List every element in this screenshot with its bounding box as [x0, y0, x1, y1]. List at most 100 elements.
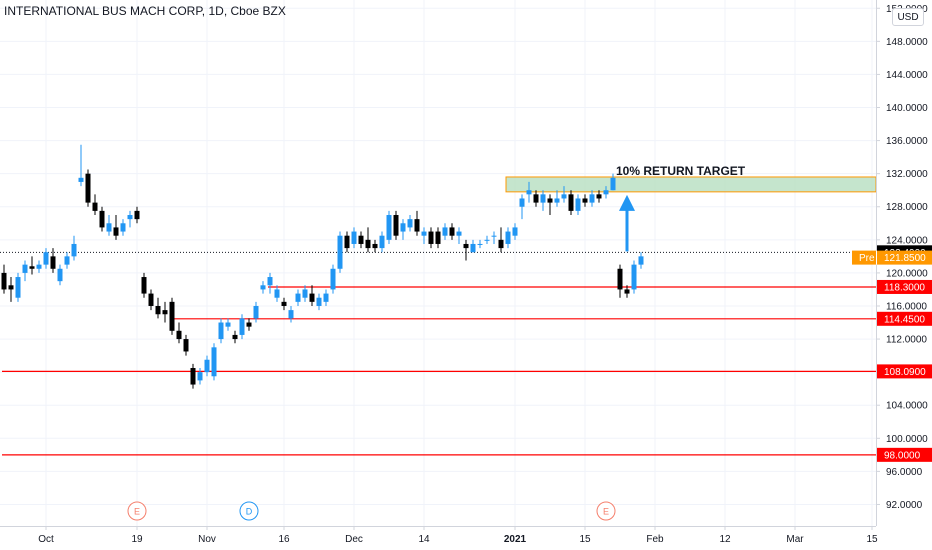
x-tick-label: 19 — [131, 534, 143, 545]
candle-body — [337, 235, 343, 269]
arrow-group — [619, 194, 635, 252]
event-letter: D — [246, 507, 253, 517]
candle-body — [274, 289, 280, 298]
x-tick-label: 14 — [418, 534, 430, 545]
candle — [134, 206, 140, 224]
candle — [225, 318, 231, 331]
candle — [379, 231, 385, 253]
candle-body — [414, 219, 420, 232]
candle-body — [365, 239, 371, 249]
chart-title: INTERNATIONAL BUS MACH CORP, 1D, Cboe BZ… — [4, 4, 286, 18]
pre-price-value: 121.8500 — [884, 253, 926, 264]
candle-body — [547, 198, 553, 203]
candle — [162, 301, 168, 323]
candle — [386, 210, 392, 244]
y-tick-label: 144.0000 — [886, 70, 928, 81]
horizontal-levels — [2, 286, 876, 456]
candle — [169, 297, 175, 335]
grid — [0, 0, 876, 526]
candle-body — [358, 235, 364, 244]
candle — [232, 330, 238, 344]
candle-body — [71, 243, 77, 257]
candle — [624, 285, 630, 298]
candle — [106, 215, 112, 236]
candle — [36, 260, 42, 273]
arrow-head — [619, 194, 635, 211]
candle — [484, 235, 490, 244]
candle-body — [407, 219, 413, 228]
candle — [358, 231, 364, 249]
level-price-label-text: 114.4500 — [884, 314, 925, 325]
candle — [141, 272, 147, 298]
candle — [127, 210, 133, 228]
candle-body — [106, 223, 112, 232]
candle — [533, 190, 539, 207]
candle — [393, 210, 399, 240]
candle-body — [351, 231, 357, 244]
candle-body — [617, 268, 623, 290]
pre-price-tag: Pre — [859, 253, 875, 264]
candle-body — [379, 235, 385, 249]
y-tick-label: 100.0000 — [886, 434, 928, 445]
candle-body — [589, 194, 595, 203]
candle — [470, 239, 476, 253]
candle — [526, 181, 532, 203]
candle — [246, 318, 252, 331]
candle — [421, 227, 427, 244]
candle-body — [8, 285, 14, 290]
candle — [71, 235, 77, 261]
candle-body — [169, 301, 175, 331]
candle — [260, 281, 266, 294]
candle — [92, 194, 98, 216]
level-price-label-text: 108.0900 — [884, 367, 926, 378]
candle-body — [141, 277, 147, 294]
price-labels: 118.3000114.4500108.090098.0000122.4900P… — [852, 245, 932, 462]
event-marker: D — [239, 501, 259, 521]
candle-body — [43, 252, 49, 265]
candle — [372, 239, 378, 253]
candle-body — [344, 235, 350, 249]
candle-body — [624, 289, 630, 294]
candle — [449, 223, 455, 240]
candle-body — [316, 297, 322, 306]
level-price-label-bg — [877, 311, 932, 326]
candle-body — [218, 322, 224, 340]
candle-body — [176, 330, 182, 340]
candle-body — [15, 277, 21, 298]
y-tick-label: 116.0000 — [886, 301, 927, 312]
candle-body — [554, 198, 560, 203]
currency-button[interactable]: USD — [892, 8, 924, 26]
candle-body — [323, 293, 329, 302]
x-tick-label: Feb — [646, 534, 664, 545]
candle — [435, 227, 441, 249]
x-tick-label: 12 — [719, 534, 731, 545]
x-tick-label: 16 — [278, 534, 290, 545]
candle — [547, 194, 553, 216]
candle — [512, 223, 518, 240]
candle-body — [568, 194, 574, 211]
x-axis: Oct 19 Nov 16 Dec 14 2021 15 Feb 12 Mar 15 — [0, 526, 878, 545]
candle — [337, 231, 343, 273]
x-tick-label: Dec — [345, 534, 363, 545]
x-tick-label: 15 — [866, 534, 878, 545]
x-tick-label: 2021 — [504, 534, 527, 545]
candle — [610, 173, 616, 191]
candle — [568, 190, 574, 216]
candle — [267, 272, 273, 294]
candle-body — [64, 256, 70, 265]
level-price-label-text: 98.0000 — [884, 450, 921, 461]
candle-body — [582, 198, 588, 203]
candle-body — [148, 293, 154, 306]
candle-body — [99, 210, 105, 228]
level-price-label: 108.0900 — [877, 364, 932, 379]
return-target-annotation: 10% RETURN TARGET — [616, 164, 746, 178]
event-circle — [596, 501, 616, 521]
y-tick-label: 112.0000 — [886, 335, 927, 346]
candle-body — [386, 215, 392, 240]
candle-body — [232, 334, 238, 340]
candle-body — [29, 266, 35, 269]
candle-body — [85, 173, 91, 203]
candle-body — [260, 285, 266, 290]
y-tick-label: 104.0000 — [886, 401, 928, 412]
